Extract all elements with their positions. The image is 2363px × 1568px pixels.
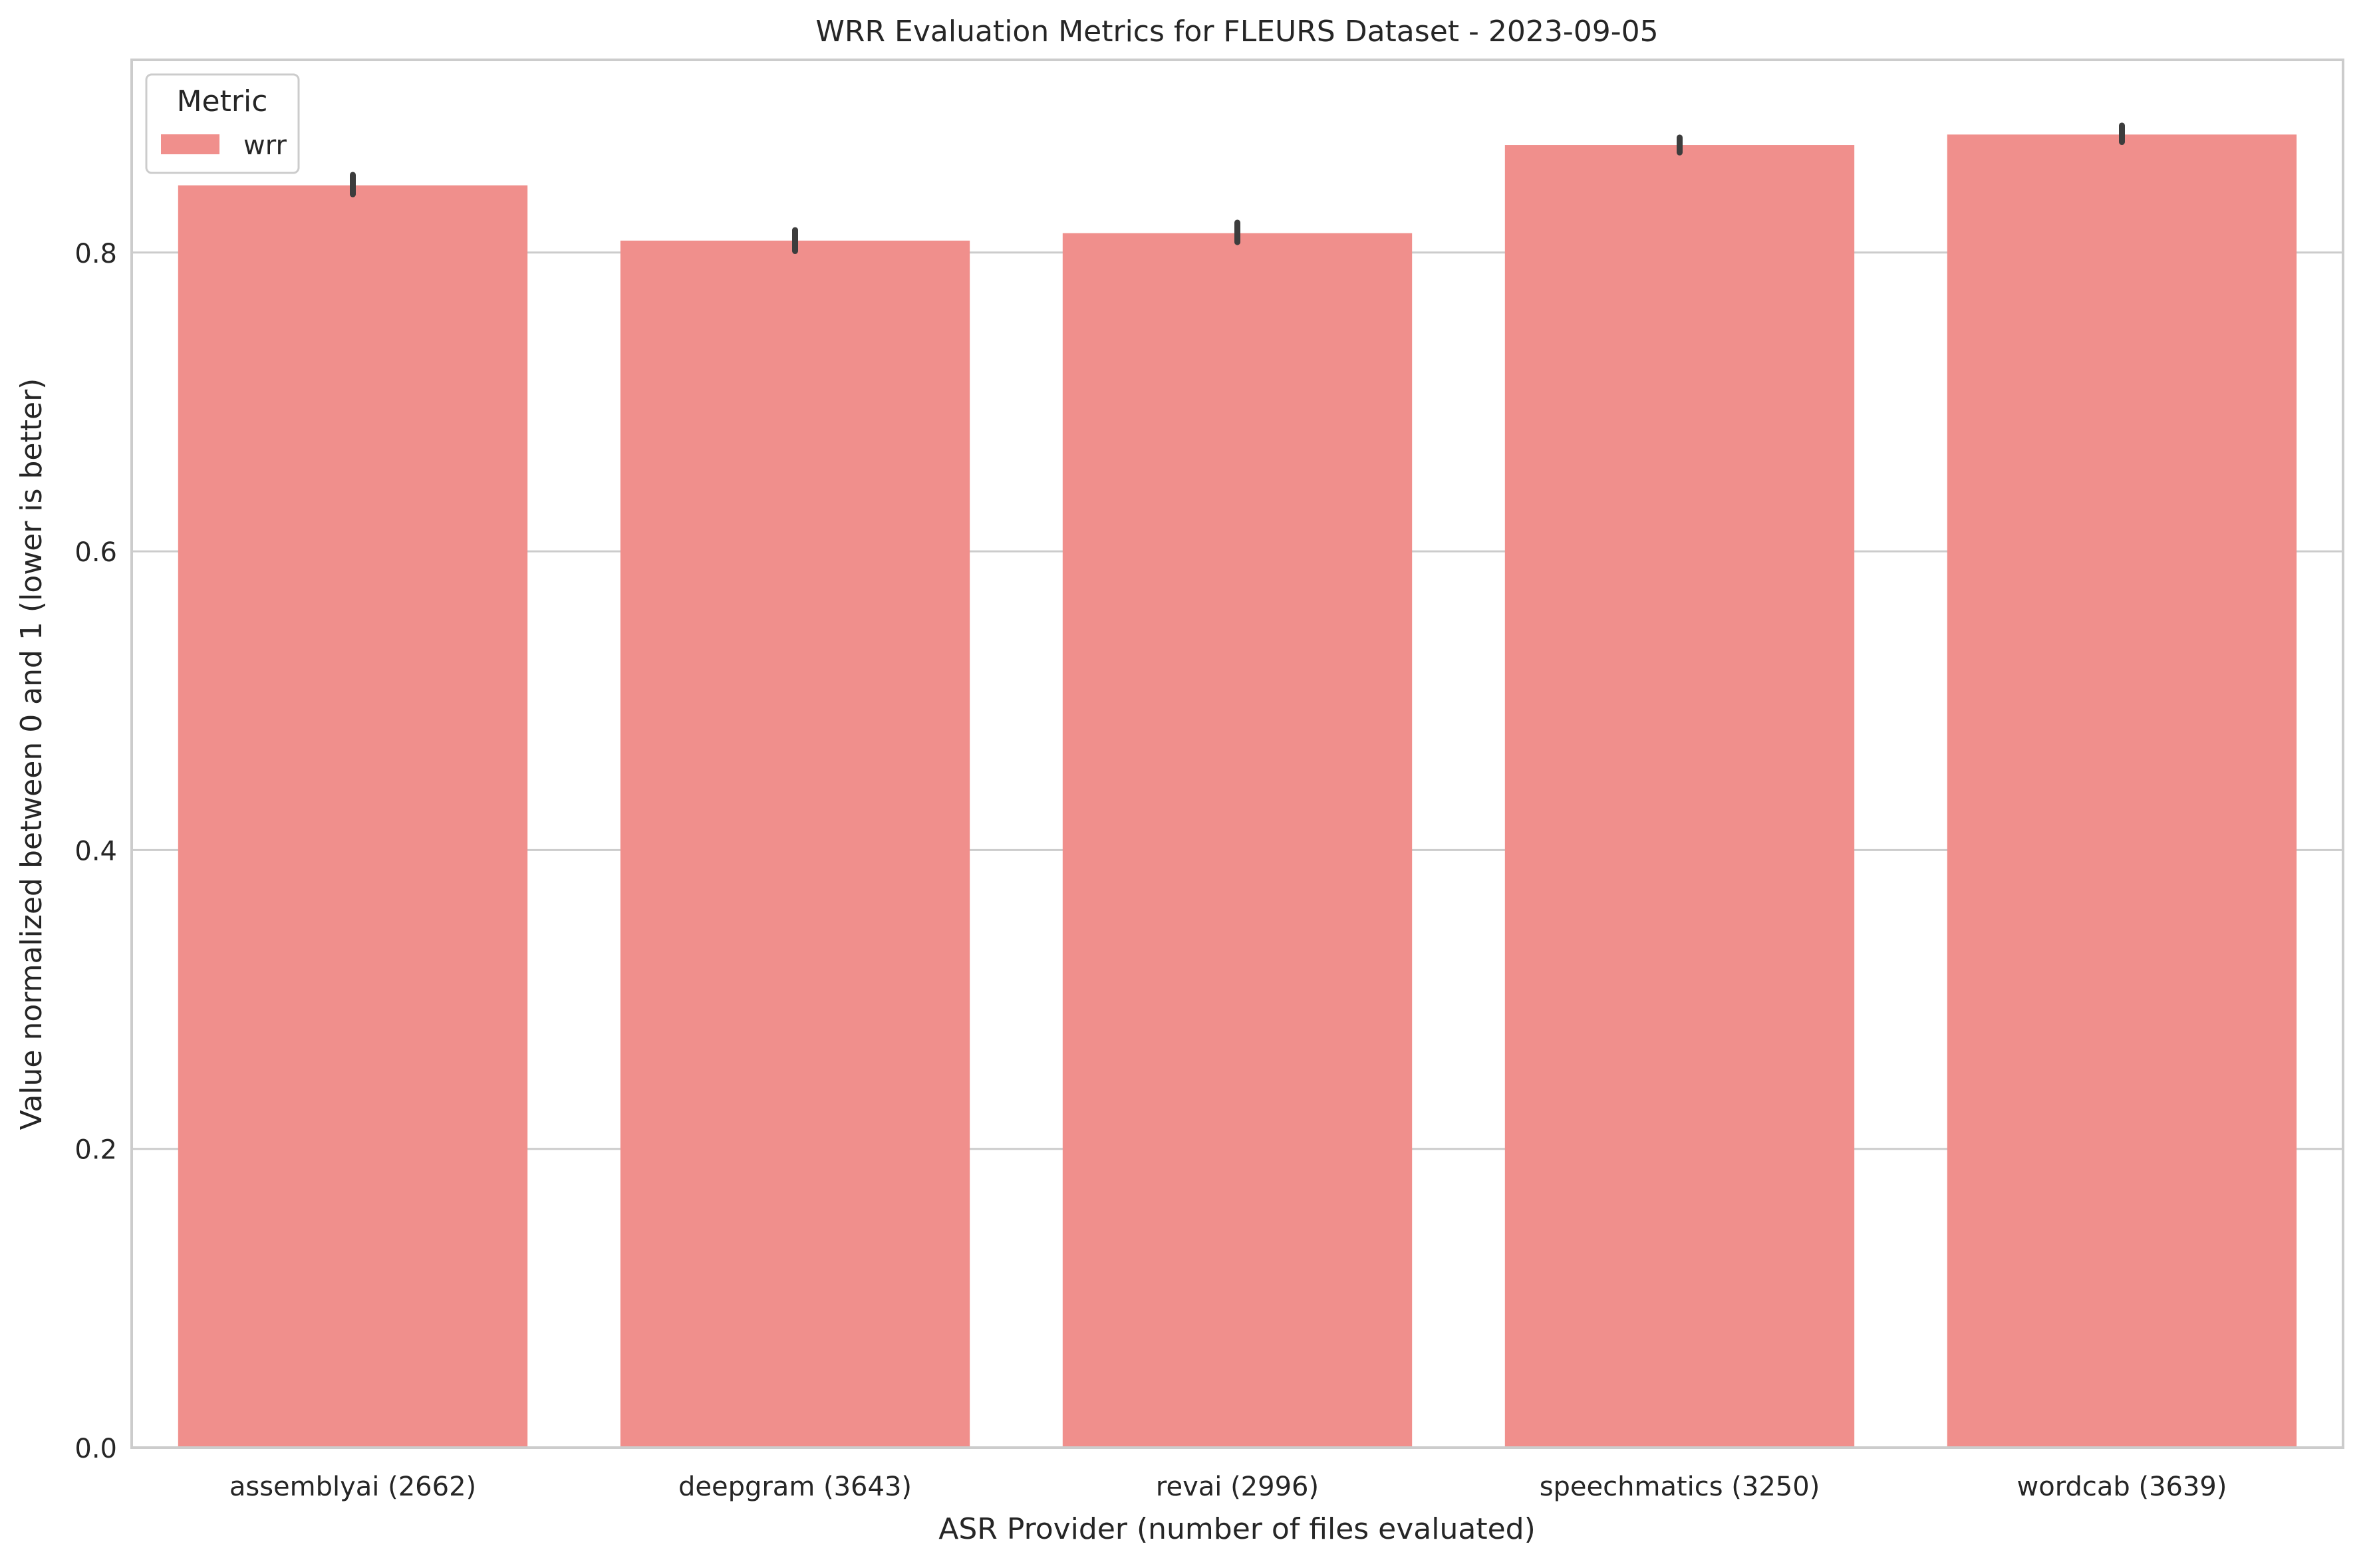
bar[interactable] bbox=[1504, 145, 1855, 1448]
legend-title: Metric bbox=[177, 84, 268, 118]
bar[interactable] bbox=[178, 185, 528, 1448]
x-tick-label: deepgram (3643) bbox=[678, 1472, 912, 1502]
bar[interactable] bbox=[1062, 233, 1413, 1448]
x-tick-label: wordcab (3639) bbox=[2017, 1472, 2227, 1502]
legend-entry-wrr: wrr bbox=[243, 130, 287, 161]
bars bbox=[178, 134, 2297, 1448]
x-tick-label: revai (2996) bbox=[1156, 1472, 1319, 1502]
x-axis-label: ASR Provider (number of files evaluated) bbox=[938, 1512, 1536, 1546]
x-tick-labels: assemblyai (2662) deepgram (3643) revai (2… bbox=[229, 1472, 2227, 1502]
plot-frame bbox=[130, 59, 2344, 1449]
y-tick-labels: 0.0 0.2 0.4 0.6 0.8 bbox=[74, 239, 117, 1464]
legend[interactable]: Metric wrr bbox=[145, 73, 300, 174]
chart-title: WRR Evaluation Metrics for FLEURS Datase… bbox=[815, 15, 1658, 49]
y-tick-label: 0.8 bbox=[74, 239, 117, 269]
y-tick-label: 0.4 bbox=[74, 836, 117, 866]
bar[interactable] bbox=[1947, 134, 2297, 1448]
y-tick-label: 0.6 bbox=[74, 537, 117, 568]
y-tick-label: 0.2 bbox=[74, 1135, 117, 1166]
error-bars bbox=[350, 122, 2125, 255]
bar[interactable] bbox=[620, 240, 970, 1448]
x-tick-label: assemblyai (2662) bbox=[229, 1472, 476, 1502]
y-axis-label: Value normalized between 0 and 1 (lower … bbox=[15, 378, 49, 1130]
x-tick-label: speechmatics (3250) bbox=[1540, 1472, 1820, 1502]
y-tick-label: 0.0 bbox=[74, 1434, 117, 1464]
legend-swatch-wrr bbox=[161, 134, 219, 154]
